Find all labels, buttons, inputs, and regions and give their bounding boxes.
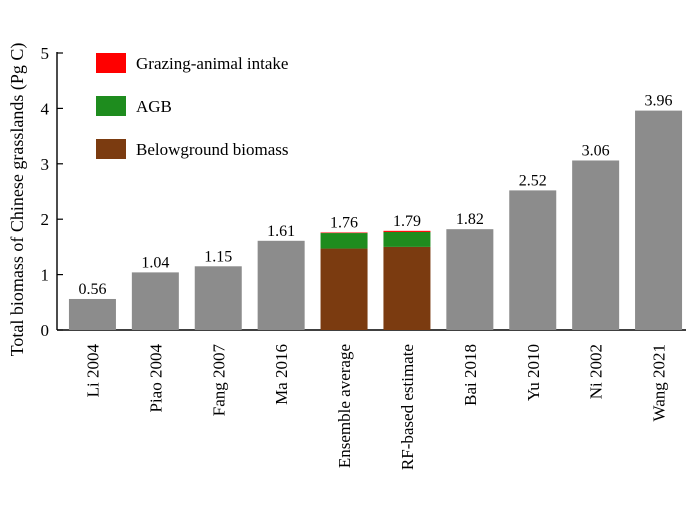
bars (68, 110, 683, 330)
y-tick-label: 0 (41, 321, 50, 340)
value-label: 1.61 (267, 223, 295, 240)
value-label: 1.76 (330, 214, 358, 231)
bar (572, 160, 620, 330)
y-tick-label: 5 (41, 44, 50, 63)
bar-segment-grazing (320, 232, 368, 234)
x-category-label: Ni 2002 (587, 344, 606, 399)
bar (635, 110, 683, 330)
bar (257, 240, 305, 330)
legend-swatch-grazing (96, 53, 126, 73)
legend-swatch-belowground (96, 139, 126, 159)
legend-swatch-agb (96, 96, 126, 116)
bar-segment-agb (383, 231, 431, 247)
y-axis-title: Total biomass of Chinese grasslands (Pg … (7, 43, 28, 357)
x-category-label: Yu 2010 (524, 344, 543, 401)
legend-label-belowground: Belowground biomass (136, 140, 289, 159)
value-label: 2.52 (519, 172, 547, 189)
value-label: 1.04 (141, 254, 169, 271)
x-category-label: Wang 2021 (650, 344, 669, 421)
legend: Grazing-animal intake AGB Belowground biom… (96, 53, 289, 159)
bar-segment-belowground (383, 246, 431, 330)
x-category-label: Piao 2004 (146, 344, 165, 413)
legend-label-agb: AGB (136, 97, 172, 116)
y-tick-label: 2 (41, 210, 50, 229)
value-label: 1.82 (456, 211, 484, 228)
bar (446, 229, 494, 330)
y-tick-label: 1 (41, 266, 50, 285)
value-label: 3.96 (645, 93, 673, 110)
value-label: 0.56 (78, 281, 106, 298)
x-category-label: Li 2004 (83, 344, 102, 398)
bar-segment-grazing (383, 230, 431, 232)
bar-segment-belowground (320, 248, 368, 330)
y-tick-label: 4 (41, 99, 50, 118)
x-category-label: Ma 2016 (272, 344, 291, 405)
bar (509, 190, 557, 330)
x-category-label: RF-based estimate (398, 344, 417, 470)
value-label: 1.15 (204, 248, 232, 265)
x-category-label: Ensemble average (335, 344, 354, 468)
value-label: 3.06 (582, 142, 610, 159)
bar (68, 298, 116, 330)
labels: 0.56 Li 2004 1.04 Piao 2004 1.15 Fang 2007 1.6… (78, 93, 672, 470)
value-label: 1.79 (393, 213, 421, 230)
legend-label-grazing: Grazing-animal intake (136, 54, 288, 73)
bar-segment-agb (320, 233, 368, 249)
bar (194, 266, 242, 330)
x-category-label: Fang 2007 (209, 344, 228, 417)
x-category-label: Bai 2018 (461, 344, 480, 406)
y-tick-label: 3 (41, 155, 50, 174)
bar (131, 272, 179, 330)
